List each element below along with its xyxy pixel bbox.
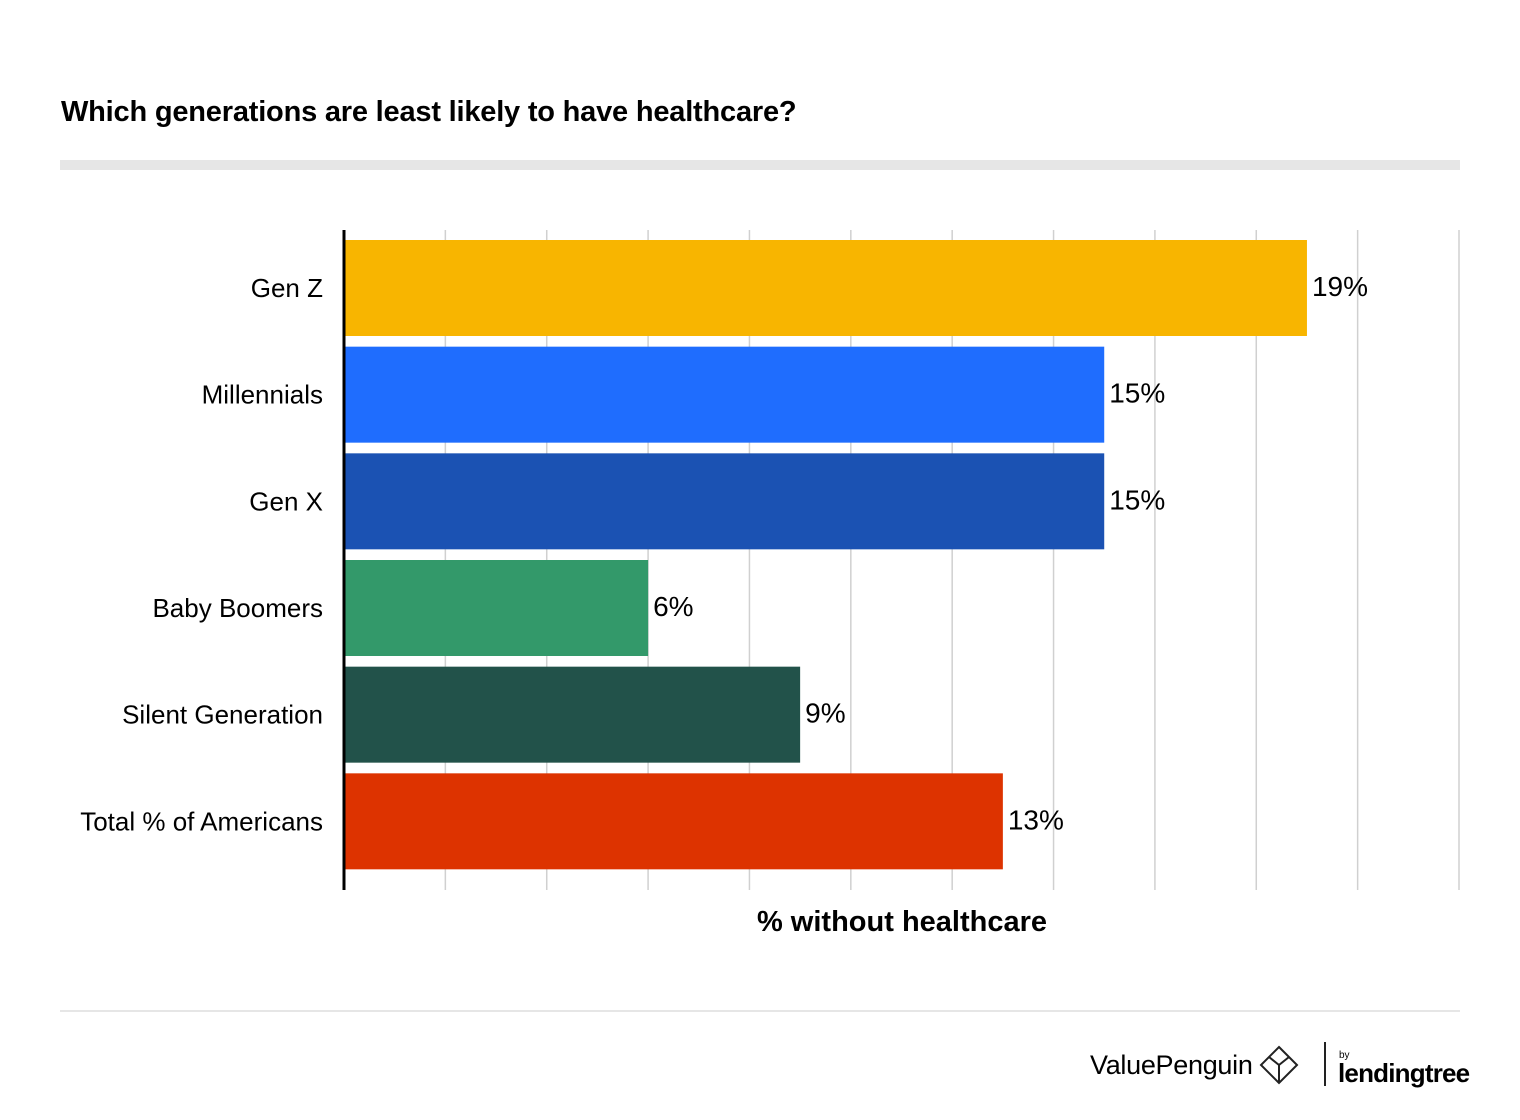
category-label: Silent Generation: [122, 700, 323, 730]
category-label: Gen Z: [251, 273, 323, 303]
bar-millennials: [344, 346, 1105, 443]
value-labels: 19% 15% 15% 6% 9% 13%: [653, 271, 1368, 835]
bar-total-of-americans: [344, 773, 1003, 870]
category-label: Millennials: [202, 380, 323, 410]
value-label: 15%: [1109, 378, 1165, 409]
bars: [344, 240, 1307, 870]
value-label: 6%: [653, 591, 693, 622]
brand-name: ValuePenguin: [1090, 1049, 1253, 1080]
category-label: Baby Boomers: [152, 593, 323, 623]
lendingtree-logo: lendingtree: [1338, 1058, 1470, 1088]
footer-divider: [60, 1010, 1460, 1012]
category-labels: Gen Z Millennials Gen X Baby Boomers Silent …: [80, 273, 323, 836]
category-label: Total % of Americans: [80, 806, 323, 836]
value-label: 19%: [1312, 271, 1368, 302]
penguin-diamond-icon: [1259, 1045, 1298, 1085]
category-label: Gen X: [249, 486, 323, 516]
bar-gen-z: [344, 240, 1307, 336]
brand-separator: [1324, 1042, 1326, 1086]
valuepenguin-logo: ValuePenguin: [1090, 1040, 1299, 1090]
bar-chart: Gen Z Millennials Gen X Baby Boomers Silent …: [80, 230, 1460, 938]
value-label: 9%: [805, 698, 845, 729]
brand-by-text: by: [1339, 1050, 1350, 1061]
chart-title: Which generations are least likely to ha…: [61, 96, 797, 128]
bar-baby-boomers: [344, 560, 649, 656]
title-divider: [60, 160, 1460, 170]
x-axis-label: % without healthcare: [757, 906, 1047, 938]
value-label: 15%: [1109, 484, 1165, 515]
bar-gen-x: [344, 453, 1105, 550]
bar-silent-generation: [344, 666, 801, 763]
value-label: 13%: [1008, 804, 1064, 835]
